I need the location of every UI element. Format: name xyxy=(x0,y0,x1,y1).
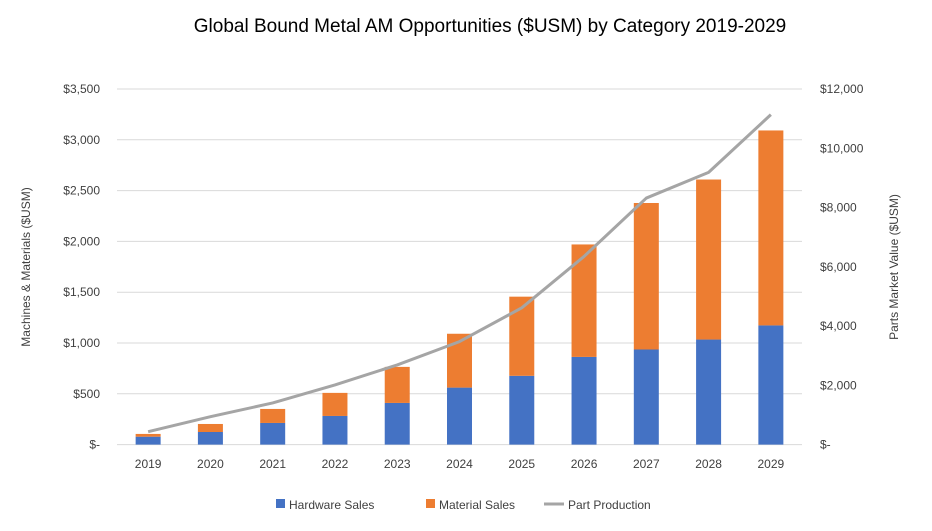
left-tick-label: $3,000 xyxy=(63,133,100,147)
bar-material-sales-2023 xyxy=(385,367,410,403)
x-tick-label: 2027 xyxy=(633,457,660,471)
bar-hardware-sales-2023 xyxy=(385,403,410,445)
bar-hardware-sales-2028 xyxy=(696,340,721,445)
bars xyxy=(136,130,784,444)
bar-hardware-sales-2022 xyxy=(322,416,347,445)
left-axis-ticks: $- $500 $1,000 $1,500 $2,000 $2,500 $3,000 $3,5… xyxy=(63,82,100,452)
legend-swatch xyxy=(426,499,435,508)
legend: Hardware Sales Material Sales Part Product… xyxy=(276,498,651,512)
left-tick-label: $2,000 xyxy=(63,234,100,248)
legend-label: Hardware Sales xyxy=(289,498,374,512)
left-tick-label: $1,500 xyxy=(63,285,100,299)
right-tick-label: $2,000 xyxy=(820,378,857,392)
right-tick-label: $- xyxy=(820,438,831,452)
x-axis-ticks: 2019 2020 2021 2022 2023 2024 2025 2026 2027 2028… xyxy=(135,457,785,471)
x-tick-label: 2025 xyxy=(508,457,535,471)
x-tick-label: 2024 xyxy=(446,457,473,471)
bar-material-sales-2020 xyxy=(198,424,223,432)
left-tick-label: $1,000 xyxy=(63,336,100,350)
bar-material-sales-2026 xyxy=(572,244,597,356)
x-tick-label: 2028 xyxy=(695,457,722,471)
bar-hardware-sales-2020 xyxy=(198,432,223,445)
left-tick-label: $- xyxy=(89,438,100,452)
bar-hardware-sales-2019 xyxy=(136,437,161,445)
x-tick-label: 2023 xyxy=(384,457,411,471)
bar-hardware-sales-2027 xyxy=(634,350,659,445)
bar-material-sales-2027 xyxy=(634,203,659,350)
left-tick-label: $2,500 xyxy=(63,184,100,198)
x-tick-label: 2020 xyxy=(197,457,224,471)
bar-material-sales-2029 xyxy=(758,130,783,325)
legend-label: Material Sales xyxy=(439,498,515,512)
left-axis-label: Machines & Materials ($USM) xyxy=(19,187,33,346)
left-tick-label: $500 xyxy=(73,387,100,401)
right-axis-ticks: $- $2,000 $4,000 $6,000 $8,000 $10,000 $12,000 xyxy=(820,82,864,452)
left-tick-label: $3,500 xyxy=(63,82,100,96)
right-tick-label: $10,000 xyxy=(820,141,864,155)
x-tick-label: 2029 xyxy=(758,457,785,471)
x-tick-label: 2026 xyxy=(571,457,598,471)
bar-hardware-sales-2021 xyxy=(260,423,285,445)
right-tick-label: $4,000 xyxy=(820,319,857,333)
bar-material-sales-2021 xyxy=(260,409,285,423)
x-tick-label: 2021 xyxy=(259,457,286,471)
bar-hardware-sales-2025 xyxy=(509,376,534,445)
bar-hardware-sales-2029 xyxy=(758,325,783,444)
bar-hardware-sales-2024 xyxy=(447,388,472,445)
legend-label: Part Production xyxy=(568,498,651,512)
bar-material-sales-2022 xyxy=(322,393,347,416)
right-tick-label: $6,000 xyxy=(820,260,857,274)
bar-hardware-sales-2026 xyxy=(572,357,597,445)
chart-title: Global Bound Metal AM Opportunities ($US… xyxy=(194,16,786,37)
right-axis-label: Parts Market Value ($USM) xyxy=(887,194,901,340)
right-tick-label: $8,000 xyxy=(820,201,857,215)
bar-material-sales-2019 xyxy=(136,434,161,437)
legend-swatch xyxy=(276,499,285,508)
bar-material-sales-2028 xyxy=(696,180,721,340)
x-tick-label: 2022 xyxy=(322,457,349,471)
x-tick-label: 2019 xyxy=(135,457,162,471)
right-tick-label: $12,000 xyxy=(820,82,864,96)
